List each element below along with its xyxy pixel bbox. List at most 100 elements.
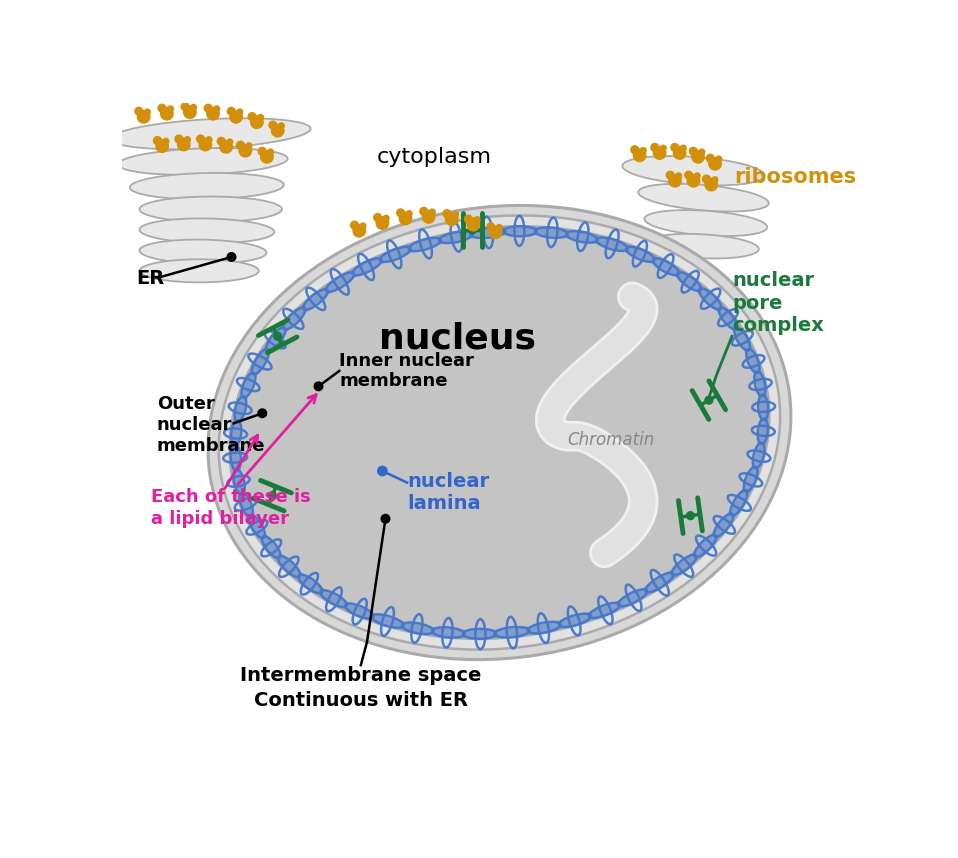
Circle shape	[174, 135, 184, 143]
Ellipse shape	[119, 148, 287, 175]
Circle shape	[671, 142, 679, 152]
Circle shape	[691, 150, 705, 164]
Circle shape	[245, 142, 253, 149]
Circle shape	[278, 122, 285, 130]
Circle shape	[675, 172, 682, 179]
Circle shape	[396, 208, 405, 217]
Ellipse shape	[140, 219, 274, 243]
Circle shape	[630, 145, 639, 154]
Circle shape	[227, 106, 236, 116]
Circle shape	[260, 150, 274, 164]
Circle shape	[698, 148, 705, 155]
Circle shape	[271, 124, 285, 137]
Circle shape	[183, 106, 196, 119]
Circle shape	[715, 155, 722, 163]
Circle shape	[673, 146, 687, 160]
Circle shape	[203, 104, 213, 112]
Circle shape	[236, 108, 243, 116]
Circle shape	[704, 396, 714, 405]
Circle shape	[160, 106, 173, 121]
Circle shape	[155, 139, 170, 153]
Circle shape	[486, 222, 495, 232]
Circle shape	[206, 106, 220, 121]
Circle shape	[495, 224, 503, 231]
Circle shape	[668, 174, 682, 188]
Circle shape	[267, 148, 274, 155]
Circle shape	[167, 106, 174, 112]
Circle shape	[684, 171, 694, 180]
Circle shape	[473, 216, 481, 223]
Text: nucleus: nucleus	[378, 322, 536, 355]
Circle shape	[708, 157, 722, 171]
Circle shape	[239, 144, 252, 158]
Circle shape	[205, 136, 213, 143]
Circle shape	[184, 136, 191, 143]
Circle shape	[190, 104, 197, 111]
Ellipse shape	[218, 215, 780, 650]
Circle shape	[313, 381, 324, 391]
Circle shape	[467, 218, 480, 232]
Circle shape	[422, 210, 436, 224]
Circle shape	[247, 112, 257, 121]
Circle shape	[660, 144, 667, 152]
Circle shape	[704, 178, 718, 191]
Circle shape	[679, 144, 687, 152]
Circle shape	[652, 146, 667, 160]
Ellipse shape	[230, 227, 769, 639]
Circle shape	[405, 210, 413, 217]
Circle shape	[650, 142, 659, 152]
Text: Outer
nuclear
membrane: Outer nuclear membrane	[157, 395, 265, 455]
Text: ER: ER	[136, 269, 164, 288]
Circle shape	[350, 221, 359, 230]
Circle shape	[353, 224, 366, 238]
Circle shape	[257, 114, 264, 121]
Ellipse shape	[130, 173, 284, 199]
Text: ribosomes: ribosomes	[734, 166, 856, 187]
Circle shape	[706, 154, 715, 163]
Circle shape	[686, 511, 695, 520]
Text: Each of these is
a lipid bilayer: Each of these is a lipid bilayer	[151, 488, 311, 528]
Circle shape	[666, 171, 674, 180]
Ellipse shape	[645, 210, 767, 236]
Circle shape	[382, 214, 390, 222]
Circle shape	[162, 137, 170, 145]
Circle shape	[134, 106, 144, 116]
Circle shape	[702, 174, 711, 184]
Circle shape	[380, 514, 391, 523]
Ellipse shape	[231, 227, 767, 638]
Circle shape	[258, 147, 266, 156]
Circle shape	[689, 147, 698, 156]
Circle shape	[711, 176, 718, 184]
Circle shape	[152, 136, 162, 145]
Circle shape	[219, 140, 233, 154]
Ellipse shape	[140, 196, 282, 222]
Circle shape	[420, 207, 428, 216]
Circle shape	[157, 104, 167, 112]
Circle shape	[445, 212, 459, 227]
Ellipse shape	[644, 234, 759, 258]
Circle shape	[377, 466, 388, 476]
Circle shape	[137, 110, 150, 124]
Circle shape	[236, 141, 245, 150]
Circle shape	[144, 108, 151, 116]
Circle shape	[694, 172, 701, 179]
Circle shape	[376, 216, 389, 230]
Text: nuclear
pore
complex: nuclear pore complex	[732, 271, 824, 335]
Circle shape	[229, 110, 243, 124]
Circle shape	[198, 137, 213, 152]
Circle shape	[632, 148, 647, 162]
Circle shape	[267, 491, 277, 500]
Circle shape	[226, 138, 234, 146]
Ellipse shape	[208, 205, 791, 660]
Ellipse shape	[140, 239, 266, 263]
Circle shape	[226, 252, 237, 262]
Text: nuclear
lamina: nuclear lamina	[407, 472, 490, 513]
Circle shape	[217, 136, 226, 146]
Circle shape	[268, 120, 278, 130]
Circle shape	[468, 226, 477, 234]
Text: Chromatin: Chromatin	[567, 432, 654, 450]
Circle shape	[443, 209, 451, 218]
Circle shape	[195, 135, 205, 143]
Circle shape	[687, 174, 700, 188]
Circle shape	[258, 408, 267, 419]
